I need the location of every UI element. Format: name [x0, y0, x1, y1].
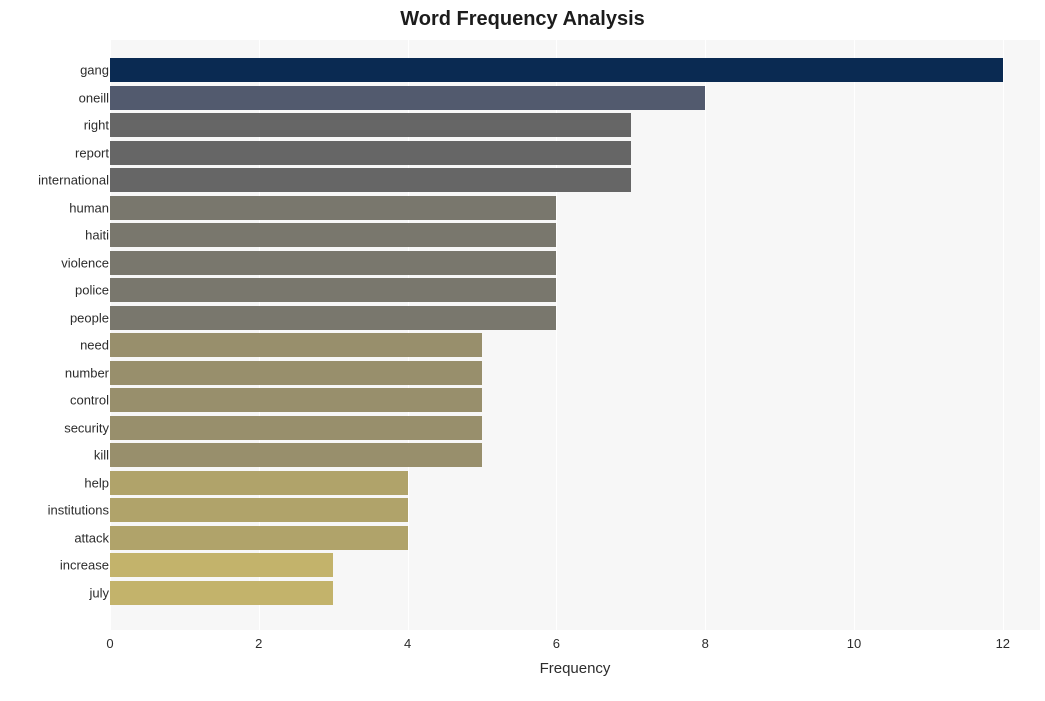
- y-tick-label: oneill: [79, 90, 109, 105]
- x-tick-label: 0: [106, 636, 113, 651]
- y-tick-label: number: [65, 365, 109, 380]
- x-tick-label: 10: [847, 636, 861, 651]
- y-tick-label: kill: [94, 448, 109, 463]
- bar: [110, 306, 556, 330]
- gridline: [705, 40, 706, 630]
- bar: [110, 471, 408, 495]
- y-tick-label: report: [75, 145, 109, 160]
- bar: [110, 196, 556, 220]
- y-tick-label: police: [75, 283, 109, 298]
- bar: [110, 361, 482, 385]
- plot-area: 024681012: [110, 40, 1040, 630]
- y-tick-label: institutions: [48, 503, 109, 518]
- bar: [110, 168, 631, 192]
- y-tick-label: human: [69, 200, 109, 215]
- bar: [110, 141, 631, 165]
- bar: [110, 86, 705, 110]
- y-tick-label: gang: [80, 63, 109, 78]
- bar: [110, 278, 556, 302]
- gridline: [1003, 40, 1004, 630]
- y-tick-label: control: [70, 393, 109, 408]
- bar: [110, 113, 631, 137]
- y-tick-label: help: [84, 475, 109, 490]
- y-tick-label: international: [38, 173, 109, 188]
- bar: [110, 526, 408, 550]
- y-tick-label: july: [89, 585, 109, 600]
- gridline: [854, 40, 855, 630]
- bar: [110, 416, 482, 440]
- y-tick-label: right: [84, 118, 109, 133]
- y-tick-label: violence: [61, 255, 109, 270]
- chart-title: Word Frequency Analysis: [0, 8, 1045, 31]
- y-tick-label: need: [80, 338, 109, 353]
- bar: [110, 388, 482, 412]
- y-tick-label: increase: [60, 558, 109, 573]
- bar: [110, 333, 482, 357]
- x-tick-label: 12: [996, 636, 1010, 651]
- chart-container: Word Frequency Analysis 024681012 Freque…: [0, 0, 1045, 701]
- x-tick-label: 6: [553, 636, 560, 651]
- y-tick-label: people: [70, 310, 109, 325]
- x-tick-label: 2: [255, 636, 262, 651]
- bar: [110, 553, 333, 577]
- bar: [110, 251, 556, 275]
- y-tick-label: security: [64, 420, 109, 435]
- bar: [110, 498, 408, 522]
- x-tick-label: 8: [702, 636, 709, 651]
- bar: [110, 443, 482, 467]
- x-tick-label: 4: [404, 636, 411, 651]
- y-tick-label: attack: [74, 530, 109, 545]
- x-axis-label: Frequency: [540, 660, 611, 677]
- bar: [110, 58, 1003, 82]
- y-tick-label: haiti: [85, 228, 109, 243]
- bar: [110, 581, 333, 605]
- bar: [110, 223, 556, 247]
